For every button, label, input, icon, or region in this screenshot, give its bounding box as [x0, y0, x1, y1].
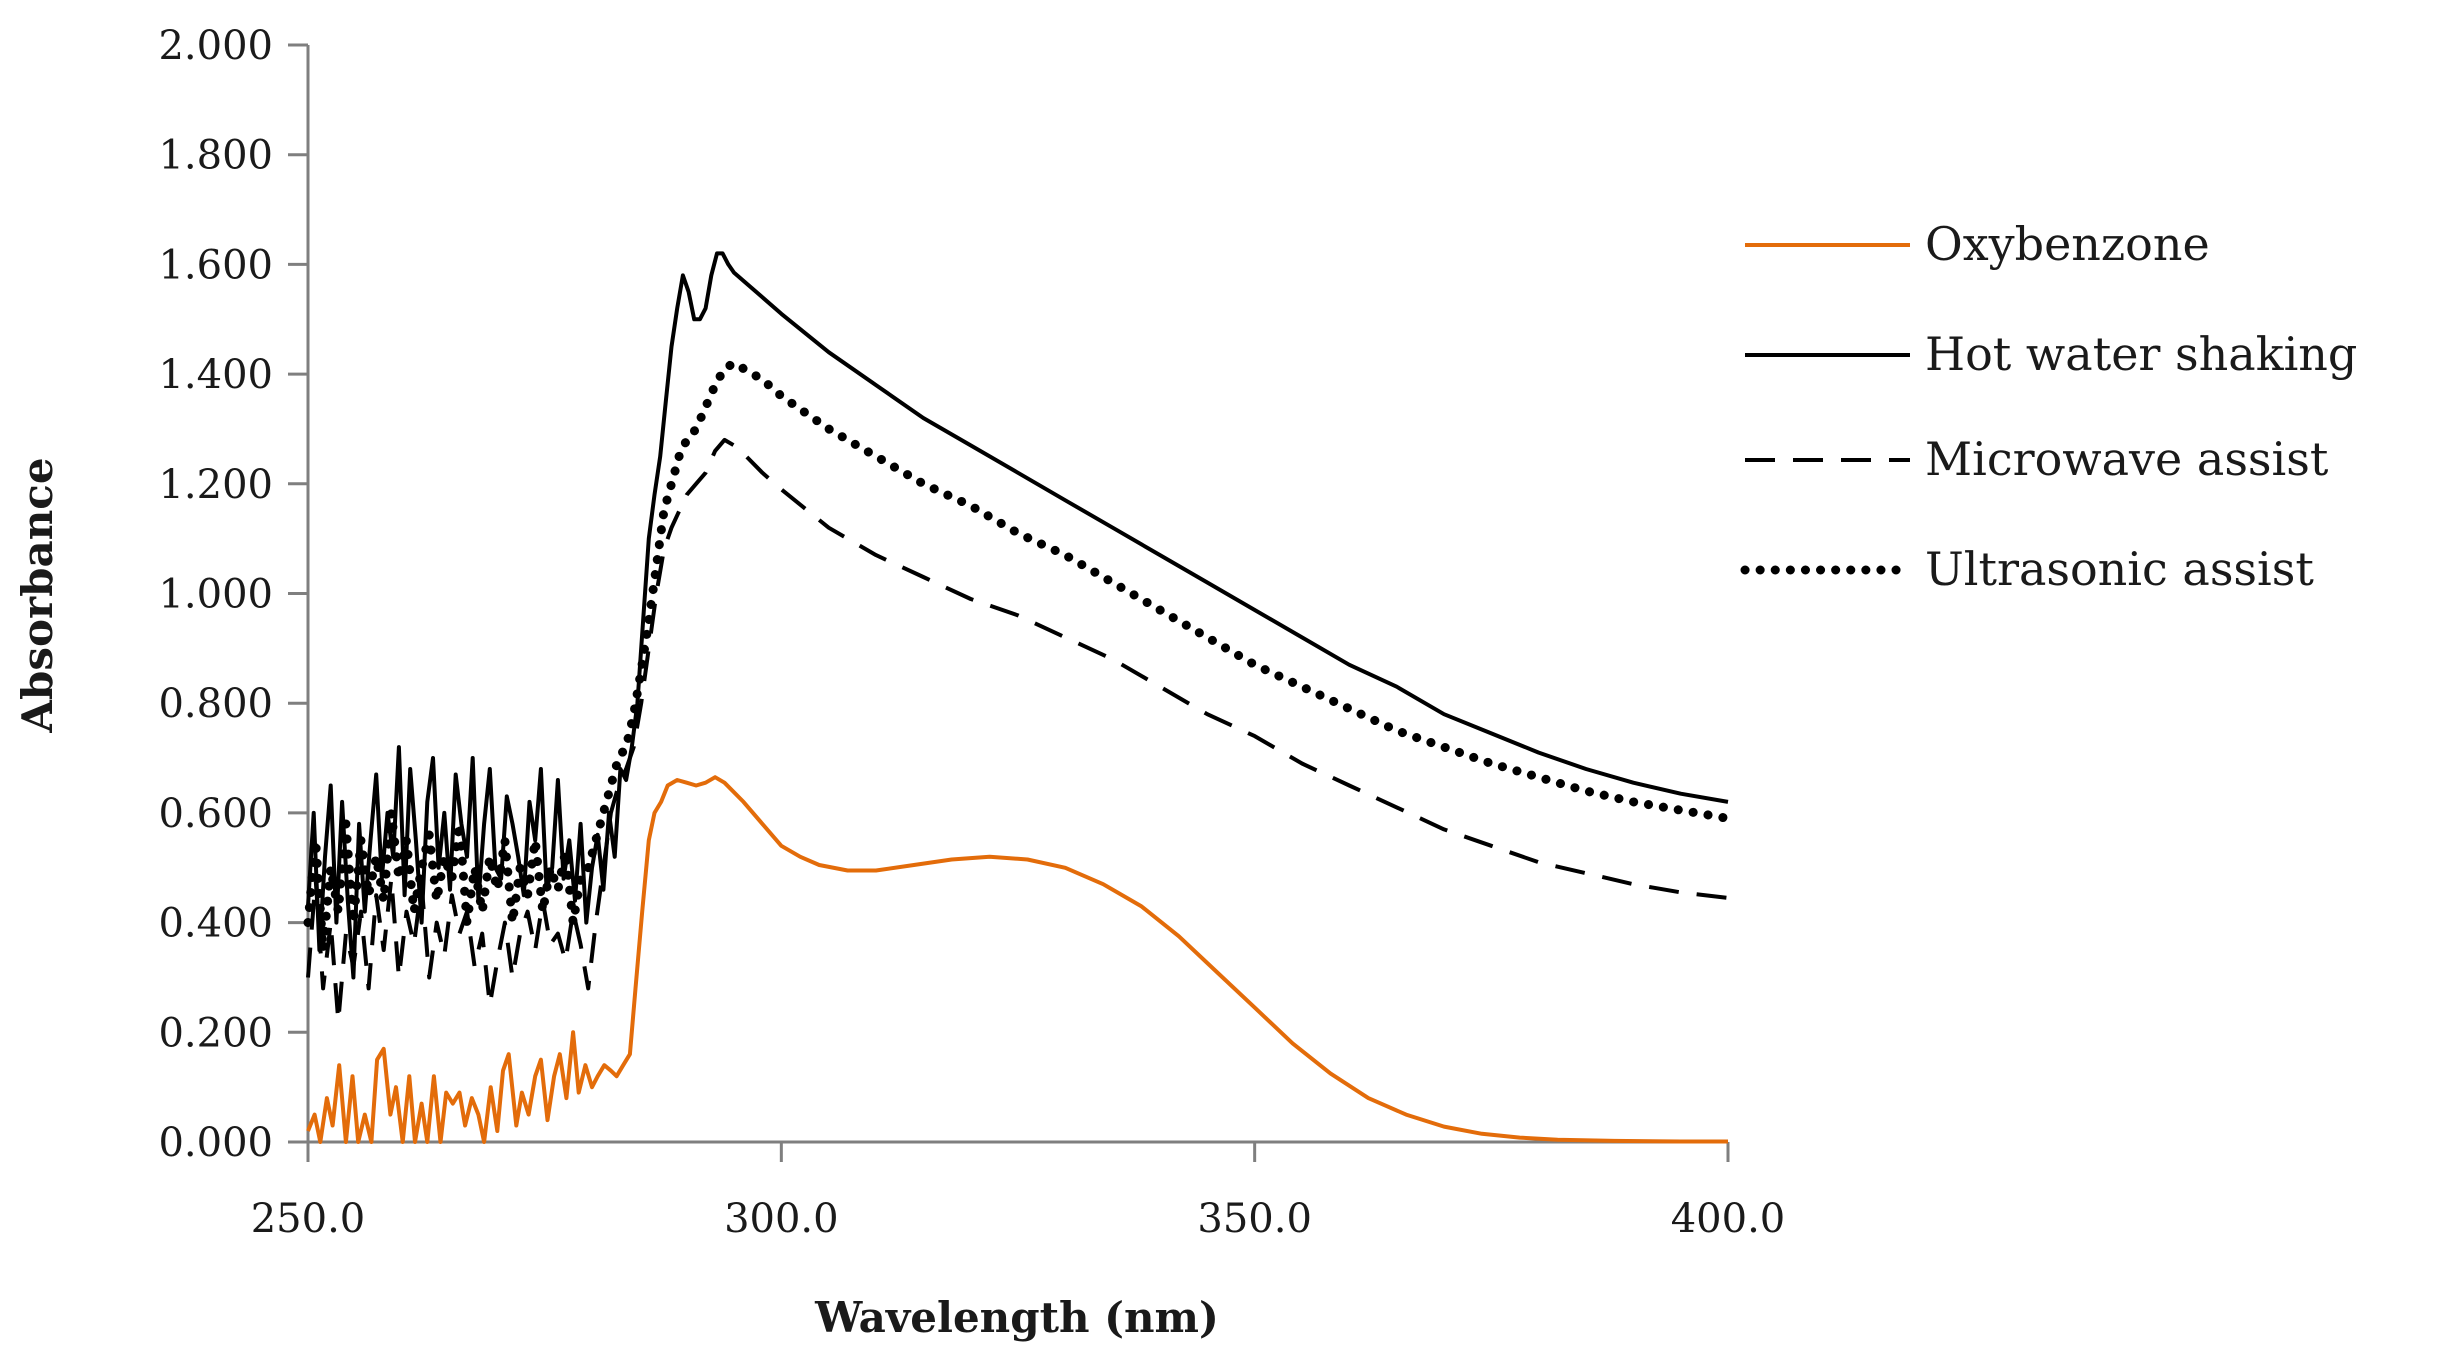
series-line-microwave-assist — [306, 437, 1729, 1024]
legend-label: Oxybenzone — [1925, 217, 2210, 271]
x-tick-label: 250.0 — [251, 1196, 366, 1242]
y-tick-label: 0.200 — [158, 1010, 273, 1056]
y-tick-label: 0.400 — [158, 901, 273, 947]
y-tick-label: 1.800 — [158, 133, 273, 179]
series-line-hot-water-shaking — [306, 251, 1729, 980]
y-tick-label: 0.000 — [158, 1120, 273, 1166]
y-tick-label: 1.000 — [158, 572, 273, 618]
x-tick-label: 300.0 — [724, 1196, 839, 1242]
series-line-oxybenzone — [306, 775, 1728, 1144]
y-tick-label: 1.600 — [158, 242, 273, 288]
series-line-ultrasonic-assist — [303, 358, 1733, 955]
y-tick-label: 1.400 — [158, 352, 273, 398]
y-tick-label: 0.600 — [158, 791, 273, 837]
y-tick-label: 0.800 — [158, 681, 273, 727]
y-tick-label: 1.200 — [158, 462, 273, 508]
x-tick-label: 350.0 — [1197, 1196, 1312, 1242]
x-axis-ticks: 250.0 300.0 350.0 400.0 — [251, 1142, 1786, 1242]
series-layer — [303, 251, 1733, 1144]
x-tick-label: 400.0 — [1671, 1196, 1786, 1242]
y-axis-ticks: 0.000 0.200 0.400 0.600 0.800 1.000 1.200 1.400… — [158, 23, 308, 1166]
legend-label: Hot water shaking — [1925, 327, 2357, 381]
y-axis-title: Absorbance — [13, 457, 62, 733]
legend: Oxybenzone Hot water shaking Microwave ass… — [1740, 217, 2357, 596]
x-axis-title: Wavelength (nm) — [814, 1293, 1219, 1342]
legend-label: Microwave assist — [1925, 432, 2329, 486]
legend-label: Ultrasonic assist — [1925, 542, 2314, 596]
y-tick-label: 2.000 — [158, 23, 273, 69]
